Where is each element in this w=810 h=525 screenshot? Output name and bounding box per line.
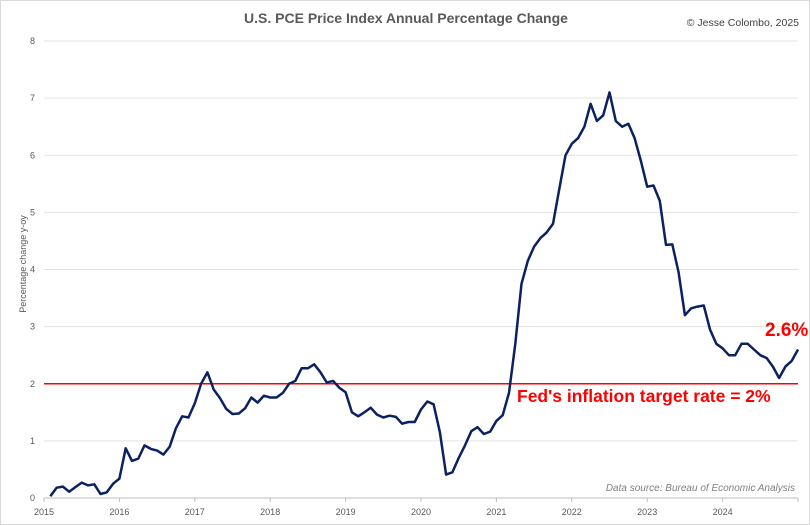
- x-tick-label: 2024: [713, 507, 733, 517]
- credit-text: © Jesse Colombo, 2025: [686, 17, 799, 29]
- x-tick-label: 2023: [637, 507, 657, 517]
- x-tick-label: 2021: [486, 507, 506, 517]
- x-tick-label: 2017: [185, 507, 205, 517]
- y-tick-label: 0: [30, 493, 35, 503]
- y-tick-label: 2: [30, 379, 35, 389]
- pce-series-line: [49, 91, 800, 498]
- y-tick-label: 1: [30, 436, 35, 446]
- x-tick-label: 2019: [336, 507, 356, 517]
- y-tick-label: 3: [30, 322, 35, 332]
- x-tick-label: 2022: [562, 507, 582, 517]
- y-tick-label: 4: [30, 265, 35, 275]
- y-tick-label: 6: [30, 150, 35, 160]
- data-source: Data source: Bureau of Economic Analysis: [605, 483, 795, 494]
- x-tick-label: 2015: [34, 507, 54, 517]
- x-tick-label: 2018: [260, 507, 280, 517]
- y-tick-label: 8: [30, 36, 35, 46]
- chart-title: U.S. PCE Price Index Annual Percentage C…: [244, 10, 568, 26]
- y-tick-label: 5: [30, 207, 35, 217]
- target-rate-label: Fed's inflation target rate = 2%: [517, 386, 771, 406]
- last-value-label: 2.6%: [765, 320, 809, 341]
- x-tick-label: 2020: [411, 507, 431, 517]
- y-tick-label: 7: [30, 93, 35, 103]
- x-tick-label: 2016: [109, 507, 129, 517]
